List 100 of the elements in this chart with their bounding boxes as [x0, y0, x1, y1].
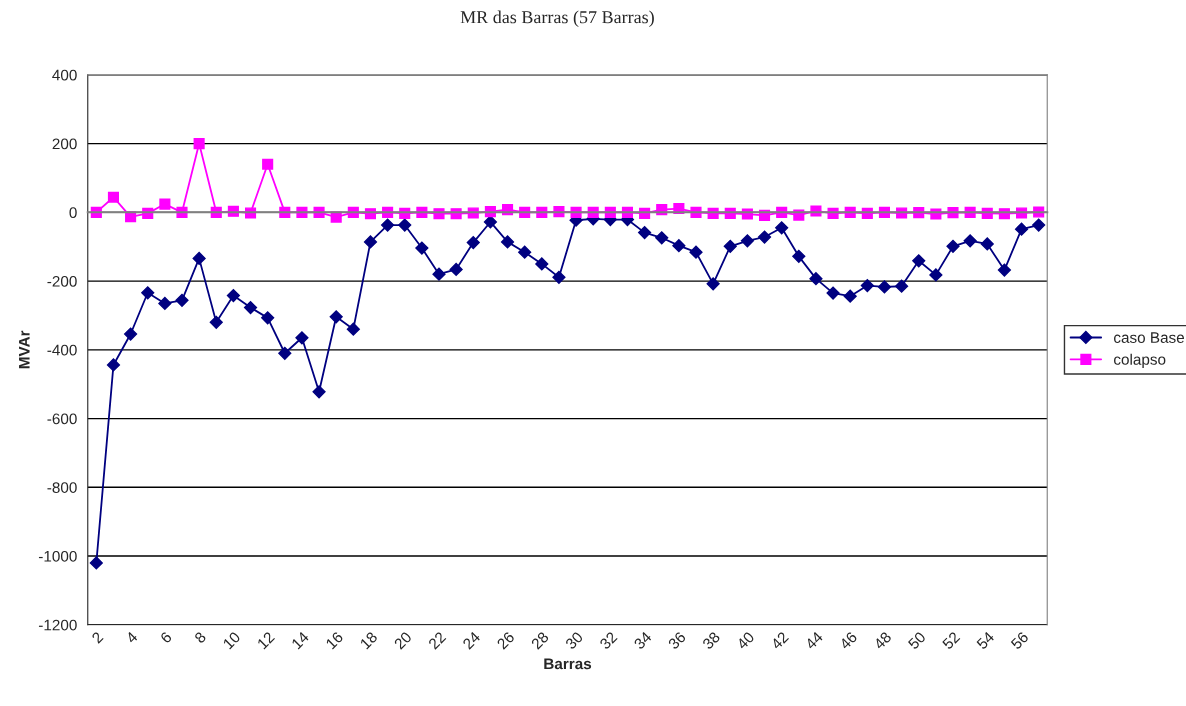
- point: [1014, 222, 1029, 236]
- point: [826, 286, 840, 300]
- point: [466, 235, 480, 250]
- x-tick-label: 2: [91, 631, 104, 644]
- x-tick-label: 10: [222, 631, 241, 650]
- point: [860, 278, 874, 293]
- point: [346, 322, 360, 336]
- point: [809, 272, 823, 286]
- y-tick-label: -200: [47, 275, 77, 287]
- point: [432, 267, 446, 281]
- y-tick-label: -1200: [38, 619, 77, 631]
- point: [741, 208, 753, 220]
- x-tick-label: 18: [359, 631, 378, 650]
- x-tick-label: 34: [633, 630, 653, 650]
- point: [141, 286, 155, 300]
- x-tick-label: 32: [599, 631, 618, 650]
- point: [843, 289, 857, 303]
- point: [672, 239, 686, 253]
- y-tick-label: -600: [47, 413, 77, 425]
- point: [792, 249, 806, 263]
- x-tick-label: 4: [125, 631, 139, 644]
- point: [723, 239, 737, 253]
- point: [159, 198, 171, 210]
- point: [655, 231, 669, 245]
- point: [262, 158, 274, 170]
- x-tick-label: 22: [427, 631, 447, 650]
- point: [1033, 206, 1045, 218]
- legend-label: caso Base: [1114, 332, 1185, 343]
- x-tick-label: 40: [735, 631, 755, 651]
- point: [363, 235, 378, 249]
- x-tick-label: 44: [804, 631, 824, 650]
- y-axis-title: MVAr: [19, 330, 30, 369]
- point: [193, 138, 205, 150]
- y-tick-label: -1000: [38, 550, 77, 562]
- point: [124, 327, 138, 341]
- x-tick-label: 54: [976, 631, 995, 650]
- point: [158, 296, 172, 311]
- point: [330, 211, 342, 223]
- point: [107, 191, 120, 203]
- x-tick-label: 42: [770, 631, 789, 650]
- point: [740, 234, 754, 248]
- x-tick-label: 26: [496, 631, 515, 650]
- point: [483, 215, 497, 229]
- point: [449, 262, 463, 276]
- point: [775, 221, 789, 235]
- point: [398, 218, 412, 232]
- y-tick-label: -800: [47, 482, 77, 493]
- point: [209, 315, 223, 329]
- point: [261, 311, 275, 325]
- point: [329, 310, 343, 324]
- x-tick-label: 46: [838, 631, 858, 651]
- point: [997, 263, 1011, 277]
- point: [1032, 218, 1046, 232]
- point: [895, 279, 909, 293]
- point: [244, 207, 257, 219]
- point: [415, 241, 429, 255]
- x-tick-label: 28: [530, 631, 550, 650]
- legend-label: colapso: [1114, 353, 1166, 368]
- point: [929, 268, 943, 282]
- y-tick-label: -400: [47, 344, 77, 356]
- x-tick-label: 14: [291, 631, 310, 650]
- point: [930, 208, 942, 220]
- point: [381, 218, 395, 232]
- x-tick-label: 50: [907, 631, 927, 650]
- point: [810, 205, 822, 217]
- point: [877, 280, 892, 294]
- point: [896, 207, 908, 219]
- y-tick-label: 200: [52, 138, 77, 150]
- point: [552, 270, 566, 284]
- point: [912, 254, 926, 268]
- x-tick-label: 38: [701, 631, 721, 650]
- point: [467, 207, 479, 219]
- chart-title: MR das Barras (57 Barras): [460, 10, 654, 27]
- point: [192, 251, 206, 265]
- x-axis-title: Barras: [544, 658, 592, 670]
- x-tick-label: 56: [1010, 631, 1029, 650]
- point: [706, 277, 720, 291]
- x-tick-label: 12: [256, 631, 275, 650]
- x-tick-label: 16: [325, 631, 344, 650]
- x-tick-label: 24: [462, 630, 481, 650]
- x-tick-label: 52: [941, 631, 961, 650]
- point: [500, 235, 515, 249]
- x-tick-label: 30: [564, 631, 584, 650]
- point: [689, 245, 703, 259]
- x-tick-label: 36: [667, 631, 687, 650]
- point: [963, 234, 977, 248]
- point: [106, 358, 121, 372]
- point: [1015, 207, 1028, 219]
- x-tick-label: 20: [393, 631, 413, 650]
- y-tick-label: 0: [69, 207, 77, 219]
- point: [175, 293, 189, 307]
- point: [980, 237, 994, 251]
- point: [278, 346, 292, 360]
- point: [89, 556, 103, 570]
- point: [312, 385, 326, 399]
- point: [946, 239, 960, 253]
- x-tick-label: 48: [872, 631, 892, 651]
- x-tick-label: 6: [159, 631, 173, 644]
- x-tick-label: 8: [193, 631, 207, 644]
- point: [638, 226, 652, 240]
